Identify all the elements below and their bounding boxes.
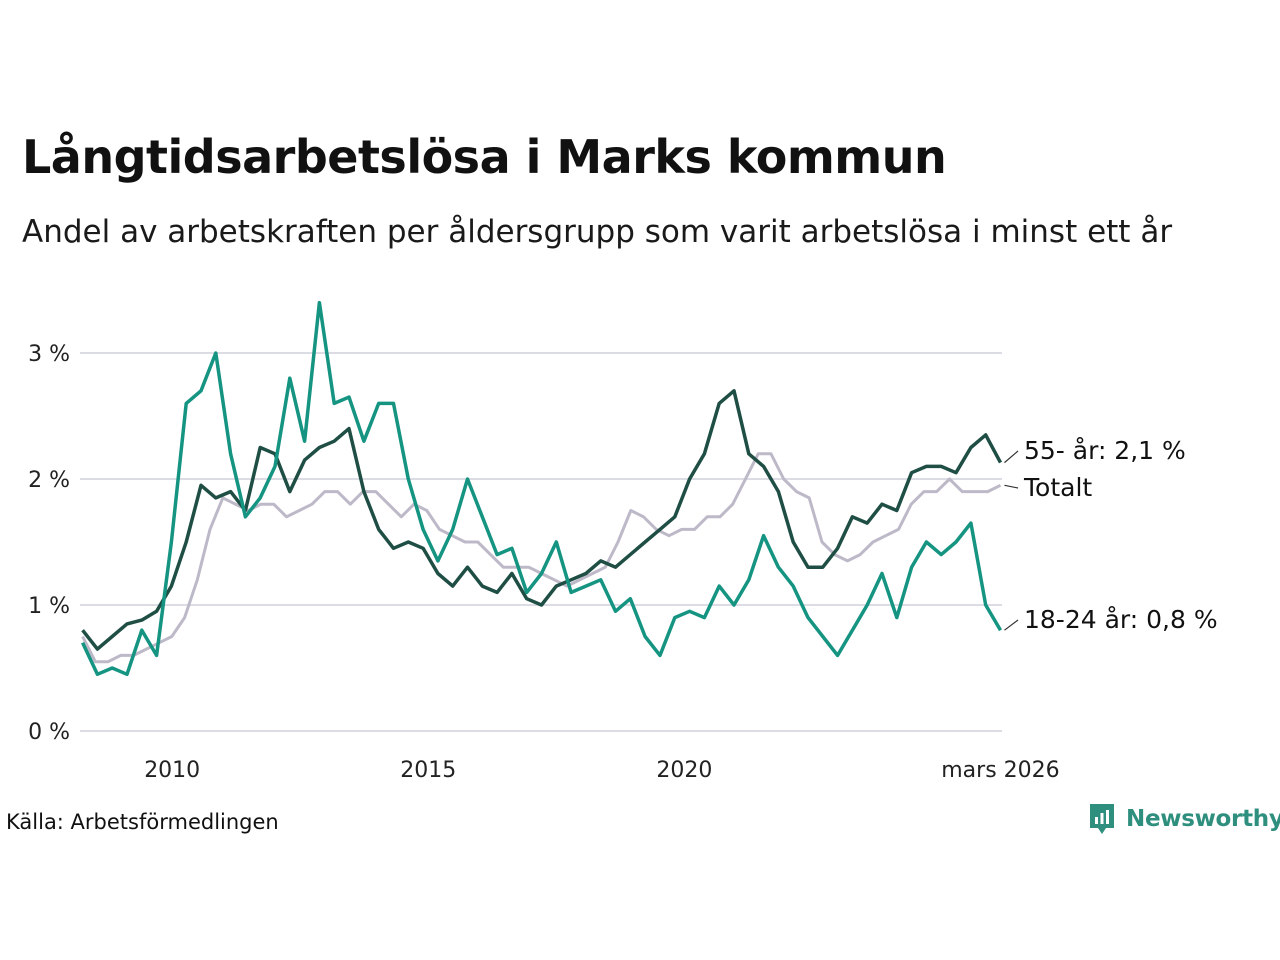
x-tick-label: 2010: [144, 758, 200, 783]
newsworthy-chart-icon: [1090, 804, 1114, 834]
end-label-leader: [1004, 484, 1019, 489]
series-line-55: [81, 389, 1003, 651]
y-tick-label: 2 %: [28, 468, 70, 493]
x-tick-label: mars 2026: [941, 758, 1059, 783]
grid-lines: [80, 352, 1002, 732]
end-label-leader: [1004, 619, 1019, 631]
series-end-labels: 55- år: 2,1 % Totalt 18-24 år: 0,8 %: [1004, 436, 1218, 634]
y-tick-label: 3 %: [28, 342, 70, 367]
y-tick-label: 1 %: [28, 594, 70, 619]
end-label-totalt: Totalt: [1023, 473, 1092, 502]
y-axis-labels: 0 % 1 % 2 % 3 %: [28, 342, 70, 745]
end-label-18-24: 18-24 år: 0,8 %: [1024, 605, 1218, 634]
y-tick-label: 0 %: [28, 720, 70, 745]
end-label-leader: [1004, 450, 1019, 464]
end-label-55: 55- år: 2,1 %: [1024, 436, 1186, 465]
x-tick-label: 2020: [656, 758, 712, 783]
series-line-18-24: [81, 300, 1003, 677]
series-line-totalt: [81, 452, 1002, 664]
newsworthy-logo[interactable]: Newsworthy: [1088, 802, 1280, 836]
x-tick-label: 2015: [400, 758, 456, 783]
chart-title: Långtidsarbetslösa i Marks kommun: [22, 130, 947, 184]
source-note: Källa: Arbetsförmedlingen: [6, 810, 279, 834]
chart-subtitle: Andel av arbetskraften per åldersgrupp s…: [22, 214, 1173, 250]
newsworthy-logo-text: Newsworthy: [1126, 806, 1280, 832]
x-axis-labels: 2010 2015 2020 mars 2026: [144, 758, 1059, 783]
series-lines: [81, 300, 1003, 677]
